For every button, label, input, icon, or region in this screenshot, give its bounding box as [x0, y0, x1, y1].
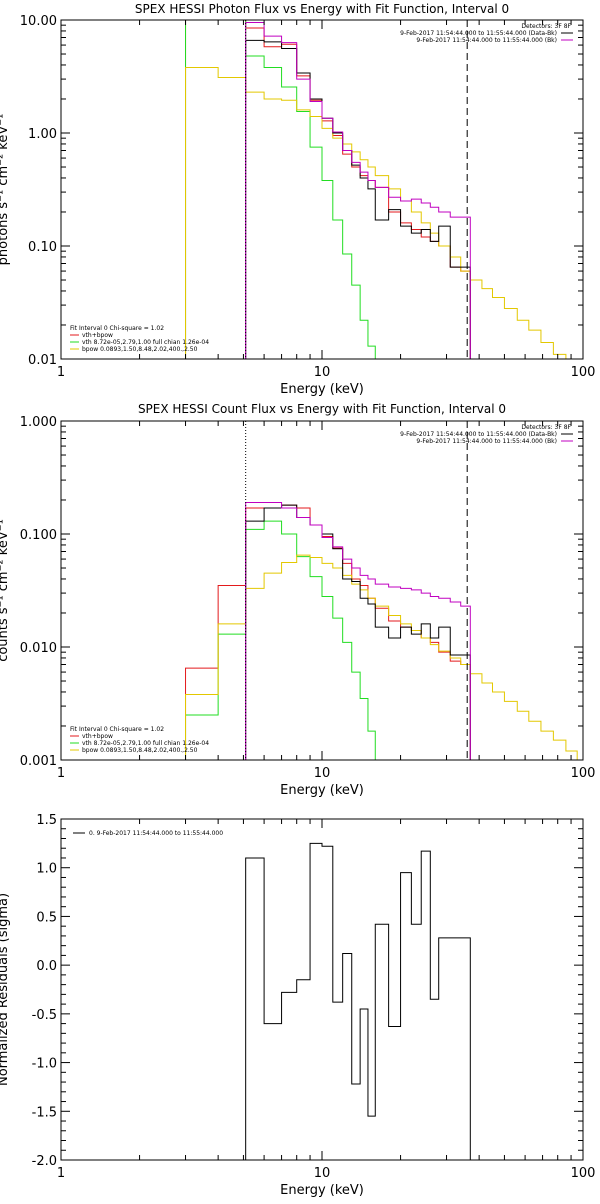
legend-bottom-text: bpow 0.0893,1.50,8.48,2.02,400.,2.50 — [82, 346, 198, 353]
series-line-vth-bpow — [185, 20, 471, 359]
series-line-vth — [185, 20, 376, 359]
y-tick-label: 1.00 — [28, 127, 57, 142]
x-tick-label: 10 — [314, 365, 331, 380]
y-axis-label: photons s⁻¹ cm⁻² keV⁻¹ — [0, 114, 11, 266]
series-group-1 — [185, 502, 578, 760]
x-tick-label: 10 — [314, 766, 331, 781]
series-line-data-bk — [245, 39, 471, 359]
legend-bottom-text: vth 8.72e-05,2.79,1.00 full chian 1.26e-… — [82, 740, 209, 747]
chart-panel-2: 1 10 100 Energy (keV) -2.0 -1.5 -1.0 -0.5 0.0 0.5… — [0, 813, 595, 1198]
x-axis-label: Energy (keV) — [280, 1183, 364, 1198]
plot-frame — [60, 818, 584, 1161]
y-tick-label: -1.0 — [32, 1057, 57, 1072]
legend-text: 0. 9-Feb-2017 11:54:44.000 to 11:55:44.0… — [89, 830, 223, 837]
legend-bottom-text: vth 8.72e-05,2.79,1.00 full chian 1.26e-… — [82, 339, 209, 346]
legend-bottom-text: vth+bpow — [82, 733, 113, 740]
series-line-bpow — [185, 66, 567, 359]
legend-bottom-header: Fit Interval 0 Chi-square = 1.02 — [70, 726, 164, 733]
legend-top-text: 9-Feb-2017 11:54:44.000 to 11:55:44.000 … — [416, 37, 557, 44]
y-tick-label: 0.5 — [36, 910, 57, 925]
series-line-data-bk — [245, 504, 471, 760]
x-tick-label: 1 — [57, 766, 65, 781]
x-tick-label: 10 — [314, 1166, 331, 1181]
y-tick-label: 0.010 — [20, 641, 57, 656]
legend-bottom-text: vth+bpow — [82, 332, 113, 339]
y-tick-label: -2.0 — [32, 1154, 57, 1169]
y-tick-label: -1.5 — [32, 1105, 57, 1120]
legend-top-text: 9-Feb-2017 11:54:44.000 to 11:55:44.000 … — [416, 438, 557, 445]
detectors-label: Detectors: 3F 8F — [521, 23, 571, 30]
y-tick-label: 1.000 — [20, 415, 57, 430]
x-tick-label: 100 — [571, 1166, 596, 1181]
y-tick-label: 0.10 — [28, 240, 57, 255]
series-line-vth-bpow — [185, 504, 471, 760]
y-tick-label: 0.100 — [20, 528, 57, 543]
y-tick-label: 10.00 — [20, 14, 57, 29]
chart-panel-0: SPEX HESSI Photon Flux vs Energy with Fi… — [0, 2, 595, 397]
x-tick-label: 100 — [571, 365, 596, 380]
series-line-bpow — [185, 554, 578, 760]
y-tick-label: 1.5 — [36, 813, 57, 828]
y-tick-label: -0.5 — [32, 1008, 57, 1023]
chart-title: SPEX HESSI Count Flux vs Energy with Fit… — [138, 402, 506, 416]
y-axis-label: Normalized Residuals (sigma) — [0, 893, 11, 1086]
series-group-0 — [185, 20, 567, 359]
series-line-bk — [245, 22, 471, 359]
chart-title: SPEX HESSI Photon Flux vs Energy with Fi… — [135, 2, 509, 16]
x-axis-label: Energy (keV) — [280, 382, 364, 397]
y-tick-label: 0.0 — [36, 959, 57, 974]
y-tick-label: 1.0 — [36, 862, 57, 877]
legend-top-text: 9-Feb-2017 11:54:44.000 to 11:55:44.000 … — [400, 431, 557, 438]
legend-bottom-text: bpow 0.0893,1.50,8.48,2.02,400.,2.50 — [82, 747, 198, 754]
x-axis-label: Energy (keV) — [280, 783, 364, 798]
x-tick-label: 1 — [57, 365, 65, 380]
series-line-bk — [245, 502, 471, 760]
chart-panel-1: SPEX HESSI Count Flux vs Energy with Fit… — [0, 402, 595, 798]
detectors-label: Detectors: 3F 8F — [521, 424, 571, 431]
y-tick-label: 0.01 — [28, 353, 57, 368]
series-line-0-9-feb-2017-11-54-44-000-to-11-55-44-000 — [245, 842, 471, 1160]
legend-top-text: 9-Feb-2017 11:54:44.000 to 11:55:44.000 … — [400, 30, 557, 37]
y-tick-label: 0.001 — [20, 754, 57, 769]
series-line-vth — [185, 520, 376, 760]
legend-bottom-header: Fit Interval 0 Chi-square = 1.02 — [70, 325, 164, 332]
series-group-2 — [245, 842, 471, 1160]
x-tick-label: 100 — [571, 766, 596, 781]
x-tick-label: 1 — [57, 1166, 65, 1181]
y-axis-label: counts s⁻¹ cm⁻² keV⁻¹ — [0, 519, 11, 662]
